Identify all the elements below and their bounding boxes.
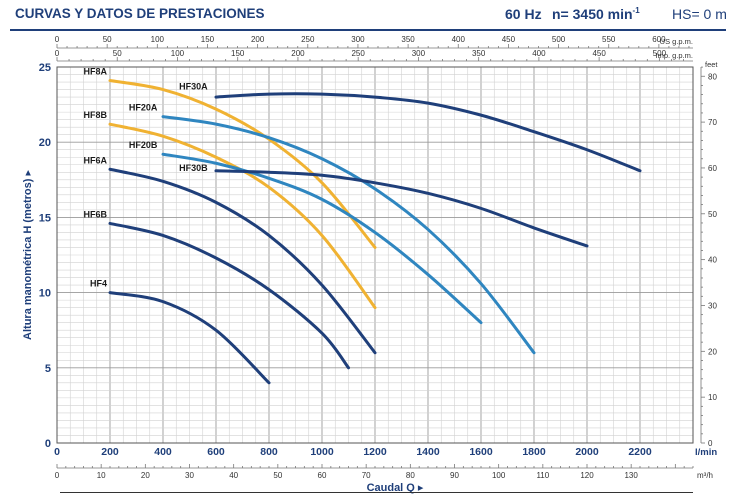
header-rule [10,29,726,31]
m3h-tick-label: 130 [624,471,638,480]
series-curve-hf20b [161,152,483,325]
x-tick-label: 0 [54,446,60,458]
us-gpm-tick-label: 350 [401,35,415,44]
m3h-tick-label: 100 [492,471,506,480]
x-tick-label: 2200 [628,446,652,458]
imp-gpm-tick-label: 0 [55,49,60,58]
feet-tick-label: 30 [708,301,717,310]
m3h-tick-label: 10 [97,471,106,480]
feet-tick-label: 40 [708,256,717,265]
us-gpm-tick-label: 100 [151,35,165,44]
x-tick-label: 600 [207,446,225,458]
feet-tick-label: 60 [708,164,717,173]
series-label-hf8b: HF8B [83,110,107,120]
y-tick-label: 20 [39,137,51,149]
us-gpm-unit-label: US g.p.m. [660,37,693,46]
imp-gpm-tick-label: 300 [412,49,426,58]
feet-tick-label: 10 [708,393,717,402]
y-tick-label: 10 [39,288,51,300]
series-curve-hf8b [108,122,377,310]
y-tick-label: 5 [45,363,51,375]
x-tick-label: 800 [260,446,278,458]
series-curve-hf8a [108,79,377,249]
x-axis-label: Caudal Q ▸ [367,482,424,494]
us-gpm-tick-label: 500 [552,35,566,44]
imp-gpm-tick-label: 200 [291,49,305,58]
imp-gpm-tick-label: 350 [472,49,486,58]
speed-exponent: -1 [632,6,640,15]
us-gpm-tick-label: 200 [251,35,265,44]
us-gpm-tick-label: 0 [55,35,60,44]
speed-prefix: n= 3450 min [552,6,633,22]
series-label-hf4: HF4 [90,279,107,289]
series-curve-hf30b [214,169,589,248]
series-label-hf30a: HF30A [179,82,208,92]
imp-gpm-tick-label: 150 [231,49,245,58]
footer-rule [60,492,693,493]
y-tick-label: 0 [45,438,51,450]
imp-gpm-tick-label: 500 [653,49,667,58]
m3h-tick-label: 60 [318,471,327,480]
x-tick-label: 1600 [469,446,493,458]
series-label-hf6b: HF6B [83,209,107,219]
feet-tick-label: 20 [708,347,717,356]
m3h-unit-label: m³/h [697,471,713,480]
x-tick-label: 200 [101,446,119,458]
chart-title: CURVAS Y DATOS DE PRESTACIONES [15,6,265,21]
m3h-tick-label: 120 [580,471,594,480]
x-tick-label: 2000 [575,446,599,458]
x-tick-label: 400 [154,446,172,458]
x-unit-label: l/min [695,447,717,458]
m3h-tick-label: 90 [450,471,459,480]
us-gpm-tick-label: 550 [602,35,616,44]
m3h-tick-label: 70 [362,471,371,480]
us-gpm-tick-label: 600 [652,35,666,44]
m3h-tick-label: 40 [229,471,238,480]
us-gpm-tick-label: 150 [201,35,215,44]
feet-unit-label: feet [705,60,718,69]
series-curve-hf6a [108,167,377,355]
series-label-hf20a: HF20A [129,103,158,113]
x-tick-label: 1200 [363,446,387,458]
feet-tick-label: 80 [708,72,717,81]
series-label-hf20b: HF20B [129,140,158,150]
y-tick-label: 25 [39,62,51,74]
us-gpm-tick-label: 300 [351,35,365,44]
y-axis-label: Altura manométrica H (metros) ▸ [22,170,34,340]
imp-gpm-tick-label: 400 [532,49,546,58]
feet-tick-label: 70 [708,118,717,127]
series-curve-hf6b [108,221,350,370]
m3h-tick-label: 0 [55,471,60,480]
feet-tick-label: 50 [708,210,717,219]
m3h-tick-label: 110 [536,471,549,480]
series-label-hf30b: HF30B [179,163,208,173]
plot-frame [56,66,694,444]
m3h-tick-label: 20 [141,471,150,480]
series-label-hf8a: HF8A [83,67,107,77]
series-curve-hf30a [214,92,642,173]
us-gpm-tick-label: 250 [301,35,315,44]
us-gpm-tick-label: 450 [502,35,516,44]
y-tick-label: 15 [39,212,51,224]
x-tick-label: 1400 [416,446,440,458]
series-label-hf6a: HF6A [83,155,107,165]
us-gpm-tick-label: 400 [452,35,466,44]
m3h-tick-label: 30 [185,471,194,480]
imp-gpm-tick-label: 250 [351,49,365,58]
series-curve-hf4 [108,291,271,385]
imp-gpm-tick-label: 50 [113,49,122,58]
suction-height-label: HS= 0 m [672,6,727,22]
feet-tick-label: 0 [708,439,713,448]
us-gpm-tick-label: 50 [103,35,112,44]
m3h-tick-label: 80 [406,471,415,480]
imp-gpm-tick-label: 450 [592,49,606,58]
imp-gpm-tick-label: 100 [171,49,185,58]
m3h-tick-label: 50 [273,471,282,480]
speed-label: n= 3450 min-1 [552,6,640,22]
frequency-label: 60 Hz [505,6,542,22]
x-tick-label: 1000 [310,446,334,458]
x-tick-label: 1800 [522,446,546,458]
imp-gpm-unit-label: Imp. g.p.m. [655,51,693,60]
